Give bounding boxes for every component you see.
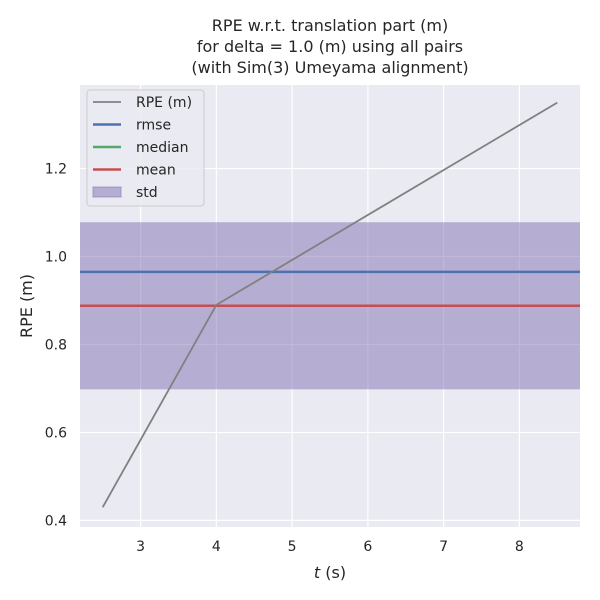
chart-title-line-2: for delta = 1.0 (m) using all pairs [197, 37, 463, 56]
stat-lines-layer [80, 270, 580, 308]
legend-swatch-std [92, 186, 122, 198]
legend-label-std: std [136, 185, 158, 201]
legend-box [86, 89, 205, 207]
x-axis-label-var: t [314, 563, 321, 582]
legend: RPE (m) rmse median mean std [86, 89, 205, 207]
x-axis-ticks: 3 4 5 6 7 8 [136, 539, 524, 555]
y-tick-label-1.0: 1.0 [45, 250, 67, 266]
legend-label-rpe: RPE (m) [136, 95, 192, 111]
y-tick-label-0.8: 0.8 [45, 337, 67, 353]
legend-label-mean: mean [136, 163, 176, 179]
series-layer [101, 101, 558, 508]
x-tick-label-8: 8 [515, 539, 524, 555]
legend-label-rmse: rmse [136, 118, 171, 134]
x-tick-label-6: 6 [363, 539, 372, 555]
y-tick-label-0.4: 0.4 [45, 513, 67, 529]
x-tick-label-7: 7 [439, 539, 448, 555]
chart-title-line-1: RPE w.r.t. translation part (m) [212, 16, 448, 35]
x-tick-label-5: 5 [288, 539, 297, 555]
y-axis-label: RPE (m) [17, 274, 36, 338]
x-axis-label-unit: (s) [320, 563, 346, 582]
y-tick-label-1.2: 1.2 [45, 162, 67, 178]
y-tick-label-0.6: 0.6 [45, 425, 67, 441]
legend-label-median: median [136, 140, 188, 156]
x-tick-label-4: 4 [212, 539, 221, 555]
x-axis-label: t (s) [314, 563, 346, 582]
x-tick-label-3: 3 [136, 539, 145, 555]
y-axis-ticks: 0.4 0.6 0.8 1.0 1.2 [45, 162, 67, 530]
chart-title: RPE w.r.t. translation part (m) for delt… [191, 16, 468, 77]
chart-title-line-3: (with Sim(3) Umeyama alignment) [191, 58, 468, 77]
